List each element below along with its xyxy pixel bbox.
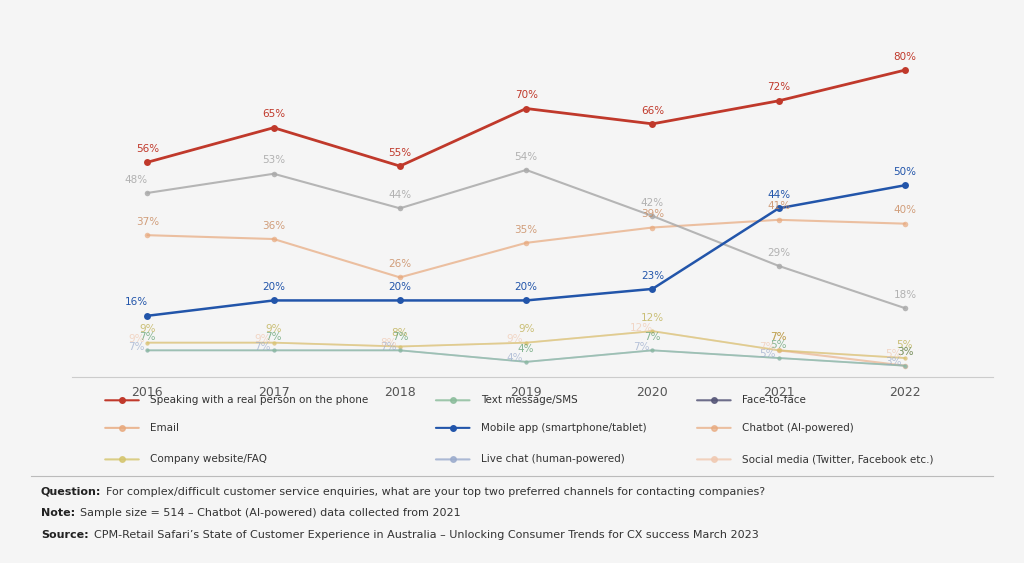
- Text: 3%: 3%: [897, 347, 913, 358]
- Text: Text message/SMS: Text message/SMS: [481, 395, 578, 405]
- Text: 48%: 48%: [125, 175, 147, 185]
- Text: 7%: 7%: [770, 332, 786, 342]
- Text: 12%: 12%: [641, 313, 664, 323]
- Text: 72%: 72%: [767, 83, 791, 92]
- Text: 70%: 70%: [515, 90, 538, 100]
- Text: 29%: 29%: [767, 248, 791, 257]
- Text: Social media (Twitter, Facebook etc.): Social media (Twitter, Facebook etc.): [742, 454, 934, 464]
- Text: 44%: 44%: [767, 190, 791, 200]
- Text: 44%: 44%: [388, 190, 412, 200]
- Text: Chatbot (AI-powered): Chatbot (AI-powered): [742, 423, 854, 433]
- Text: 7%: 7%: [265, 332, 282, 342]
- Text: Live chat (human-powered): Live chat (human-powered): [481, 454, 625, 464]
- Text: 9%: 9%: [265, 324, 282, 334]
- Text: 7%: 7%: [254, 342, 270, 352]
- Text: 5%: 5%: [770, 339, 786, 350]
- Text: Source:: Source:: [41, 530, 89, 540]
- Text: 54%: 54%: [515, 151, 538, 162]
- Text: 9%: 9%: [128, 334, 144, 344]
- Text: 80%: 80%: [893, 52, 916, 62]
- Text: 7%: 7%: [381, 342, 397, 352]
- Text: Mobile app (smartphone/tablet): Mobile app (smartphone/tablet): [481, 423, 646, 433]
- Text: 39%: 39%: [641, 209, 664, 219]
- Text: 8%: 8%: [381, 338, 397, 348]
- Text: 8%: 8%: [391, 328, 409, 338]
- Text: 7%: 7%: [391, 332, 409, 342]
- Text: 9%: 9%: [254, 334, 270, 344]
- Text: 40%: 40%: [893, 205, 916, 215]
- Text: 7%: 7%: [128, 342, 144, 352]
- Text: 26%: 26%: [388, 259, 412, 269]
- Text: 36%: 36%: [262, 221, 286, 231]
- Text: Question:: Question:: [41, 487, 101, 497]
- Text: 3%: 3%: [886, 357, 902, 367]
- Text: Note:: Note:: [41, 508, 75, 519]
- Text: 55%: 55%: [388, 148, 412, 158]
- Text: 5%: 5%: [897, 339, 913, 350]
- Text: 56%: 56%: [136, 144, 159, 154]
- Text: 9%: 9%: [518, 324, 535, 334]
- Text: 53%: 53%: [262, 155, 286, 166]
- Text: 50%: 50%: [893, 167, 916, 177]
- Text: For complex/difficult customer service enquiries, what are your top two preferre: For complex/difficult customer service e…: [106, 487, 766, 497]
- Text: 41%: 41%: [767, 202, 791, 212]
- Text: 4%: 4%: [507, 353, 523, 363]
- Text: 5%: 5%: [886, 350, 902, 359]
- Text: 9%: 9%: [139, 324, 156, 334]
- Text: 4%: 4%: [518, 343, 535, 354]
- Text: 18%: 18%: [893, 290, 916, 300]
- Text: Email: Email: [151, 423, 179, 433]
- Text: 23%: 23%: [641, 271, 664, 280]
- Text: 5%: 5%: [760, 350, 776, 359]
- Text: Speaking with a real person on the phone: Speaking with a real person on the phone: [151, 395, 369, 405]
- Text: 37%: 37%: [136, 217, 159, 227]
- Text: 7%: 7%: [770, 332, 786, 342]
- Text: Sample size = 514 – Chatbot (AI-powered) data collected from 2021: Sample size = 514 – Chatbot (AI-powered)…: [80, 508, 461, 519]
- Text: 16%: 16%: [125, 297, 147, 307]
- Text: CPM-Retail Safari’s State of Customer Experience in Australia – Unlocking Consum: CPM-Retail Safari’s State of Customer Ex…: [94, 530, 759, 540]
- Text: 20%: 20%: [262, 282, 285, 292]
- Text: 7%: 7%: [644, 332, 660, 342]
- Text: 20%: 20%: [515, 282, 538, 292]
- Text: 3%: 3%: [897, 347, 913, 358]
- Text: 35%: 35%: [515, 225, 538, 235]
- Text: 65%: 65%: [262, 109, 286, 119]
- Text: 12%: 12%: [630, 323, 653, 333]
- Text: 9%: 9%: [507, 334, 523, 344]
- Text: Face-to-face: Face-to-face: [742, 395, 806, 405]
- Text: 7%: 7%: [139, 332, 156, 342]
- Text: 7%: 7%: [760, 342, 776, 352]
- Text: 7%: 7%: [633, 342, 649, 352]
- Text: 20%: 20%: [388, 282, 412, 292]
- Text: Company website/FAQ: Company website/FAQ: [151, 454, 267, 464]
- Text: 42%: 42%: [641, 198, 664, 208]
- Text: 66%: 66%: [641, 105, 664, 115]
